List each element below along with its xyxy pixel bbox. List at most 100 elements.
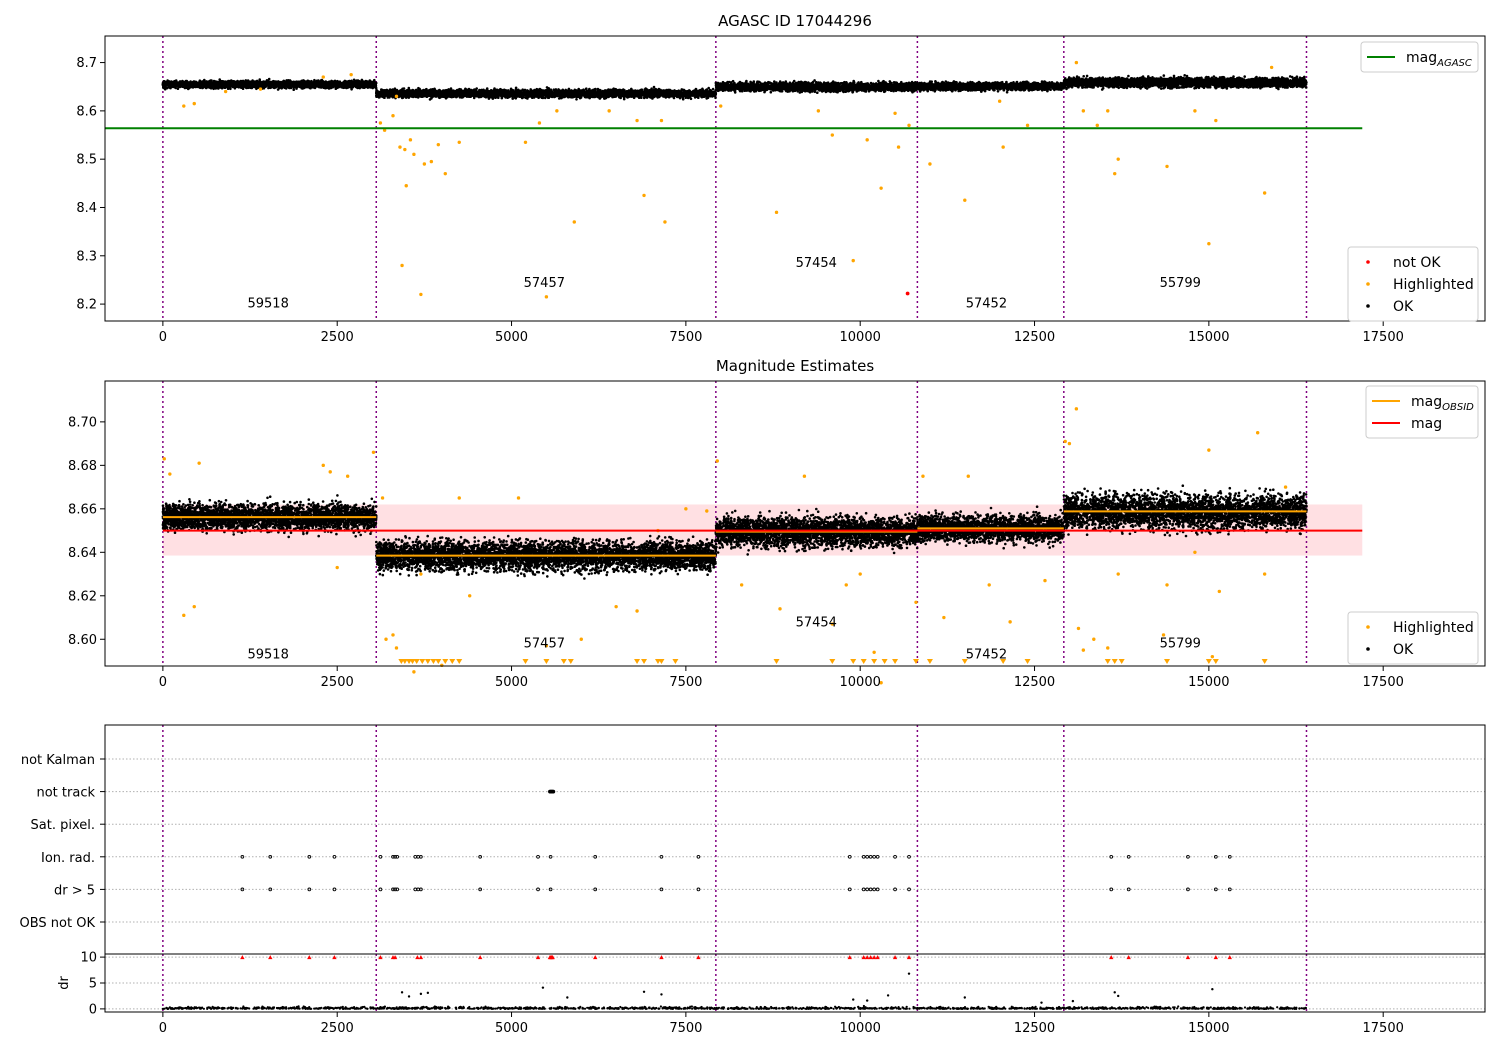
agasc-ok-point — [372, 86, 376, 89]
agasc-ok-point — [223, 84, 226, 87]
agasc-ok-point — [280, 84, 284, 87]
agasc-ok-point — [323, 84, 327, 87]
agasc-ok-point — [248, 80, 251, 84]
agasc-ok-point — [268, 80, 272, 84]
agasc-ok-point — [267, 77, 271, 81]
agasc-ok-point — [313, 82, 316, 85]
agasc-ok-point — [359, 81, 362, 85]
agasc-ok-point — [218, 82, 221, 86]
agasc-ok-point — [212, 82, 215, 85]
agasc-ok-point — [369, 82, 372, 86]
agasc-ok-point — [364, 79, 368, 83]
agasc-ok-point — [340, 84, 344, 88]
agasc-ok-point — [334, 81, 337, 84]
agasc-ok-point — [320, 78, 324, 82]
agasc-ok-point — [192, 82, 196, 85]
agasc-ok-point — [308, 86, 311, 89]
agasc-ok-point — [173, 86, 177, 89]
agasc-ok-point — [261, 85, 265, 88]
agasc-ok-point — [312, 84, 315, 88]
agasc-ok-point — [318, 81, 322, 84]
agasc-ok-point — [280, 87, 284, 90]
agasc-panel: AGASC ID 17044296 5951857457574545745255… — [76, 12, 1486, 345]
agasc-ok-point — [327, 85, 331, 89]
agasc-ok-point — [235, 85, 238, 88]
agasc-ok-point — [672, 96, 676, 100]
agasc-ok-point — [270, 83, 274, 87]
agasc-ok-point — [299, 84, 303, 88]
agasc-ok-point — [237, 86, 241, 89]
agasc-ok-point — [511, 97, 514, 100]
agasc-ok-point — [294, 81, 297, 84]
agasc-ok-point — [364, 85, 367, 88]
agasc-ok-point — [243, 81, 247, 85]
agasc-ok-point — [365, 83, 369, 86]
agasc-ok-point — [246, 83, 250, 87]
agasc-ok-point — [187, 83, 191, 87]
agasc-ok-point — [259, 83, 263, 87]
agasc-ok-point — [171, 85, 174, 88]
agasc-ok-point — [711, 87, 715, 91]
agasc-ok-point — [331, 84, 335, 88]
agasc-ok-point — [201, 82, 204, 86]
agasc-ok-point — [350, 79, 353, 83]
agasc-ok-point — [229, 87, 232, 91]
agasc-ok-point — [363, 82, 367, 85]
agasc-ok-point — [161, 81, 165, 85]
agasc-ok-point — [299, 80, 302, 84]
agasc-ok-point — [336, 80, 340, 83]
agasc-ok-point — [289, 85, 292, 89]
agasc-ok-point — [199, 85, 203, 89]
agasc-ok-point — [251, 83, 255, 86]
agasc-ok-point — [341, 82, 344, 86]
agasc-ok-point — [192, 85, 195, 88]
agasc-ok-point — [622, 97, 626, 101]
agasc-ok-point — [273, 82, 276, 85]
agasc-ok-point — [280, 81, 284, 84]
agasc-ok-point — [652, 85, 656, 89]
agasc-ok-point — [181, 83, 184, 87]
agasc-ok-point — [262, 80, 265, 84]
agasc-ok-point — [293, 83, 297, 87]
agasc-ok-point — [258, 78, 262, 81]
agasc-ok-point — [186, 80, 189, 84]
agasc-ok-point — [184, 86, 188, 89]
agasc-ok-point — [307, 83, 310, 87]
agasc-ok-point — [287, 81, 290, 85]
agasc-ok-point — [218, 78, 221, 81]
agasc-ok-point — [360, 78, 364, 82]
agasc-ok-point — [241, 83, 245, 87]
agasc-ok-point — [164, 85, 167, 88]
agasc-ok-point — [223, 86, 227, 89]
agasc-ok-point — [449, 87, 453, 90]
agasc-ok-point — [317, 84, 321, 87]
agasc-ok-point — [292, 88, 296, 91]
agasc-ok-point — [175, 81, 179, 85]
agasc-ok-point — [373, 79, 376, 83]
agasc-ok-point — [230, 81, 233, 84]
agasc-ok-point — [296, 82, 300, 86]
agasc-ok-point — [361, 84, 365, 88]
agasc-ok-point — [267, 86, 270, 90]
agasc-ok-point — [203, 82, 206, 85]
agasc-panel-title: AGASC ID 17044296 — [718, 12, 872, 30]
agasc-ok-point — [253, 85, 256, 89]
agasc-ok-point — [214, 87, 218, 90]
agasc-ok-point — [170, 81, 174, 85]
agasc-ok-point — [236, 81, 239, 85]
agasc-ok-point — [351, 84, 354, 87]
agasc-ok-point — [276, 82, 280, 85]
agasc-ok-point — [354, 83, 358, 87]
agasc-ok-point — [328, 82, 332, 85]
agasc-ok-point — [373, 83, 377, 87]
agasc-ok-point — [207, 83, 210, 87]
agasc-ok-point — [315, 79, 319, 83]
agasc-ok-point — [212, 84, 215, 88]
agasc-ok-point — [343, 82, 347, 86]
agasc-ok-point — [226, 86, 230, 89]
agasc-ok-point — [302, 81, 305, 85]
agasc-ok-point — [263, 82, 266, 86]
agasc-ok-point — [284, 87, 288, 90]
agasc-ok-point — [180, 81, 183, 85]
